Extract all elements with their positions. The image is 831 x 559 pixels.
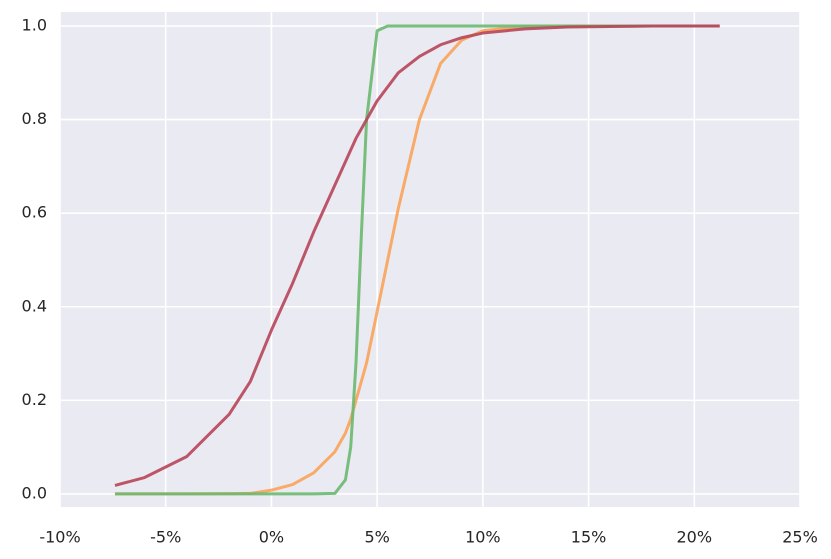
x-tick-label: 0% [259,528,284,547]
line [114,24,720,496]
y-tick-label: 0.8 [22,109,47,128]
x-tick-label: -5% [150,528,181,547]
y-tick-label: 0.6 [22,203,47,222]
x-tick-label: 10% [465,528,501,547]
line [114,24,720,487]
plot-area [60,12,800,507]
y-tick-label: 0.2 [22,390,47,409]
x-tick-label: -10% [39,528,80,547]
y-tick-label: 1.0 [22,16,47,35]
x-tick-label: 15% [571,528,607,547]
x-tick-label: 5% [364,528,389,547]
y-tick-label: 0.0 [22,483,47,502]
y-tick-label: 0.4 [22,296,47,315]
x-tick-label: 20% [677,528,713,547]
x-tick-label: 25% [782,528,818,547]
